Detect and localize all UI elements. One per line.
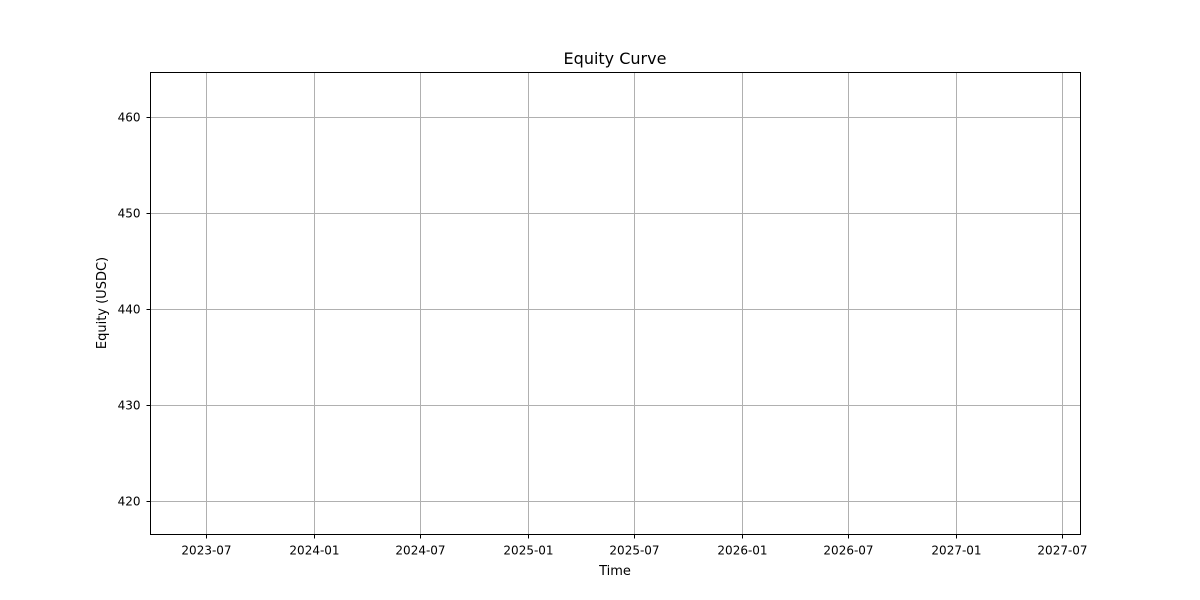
x-tick-label: 2026-07 bbox=[823, 544, 873, 558]
x-tick-label: 2025-07 bbox=[609, 544, 659, 558]
x-tick-label: 2024-01 bbox=[289, 544, 339, 558]
x-tick-label: 2025-01 bbox=[503, 544, 553, 558]
x-axis-label: Time bbox=[598, 564, 631, 579]
y-tick-label: 440 bbox=[118, 303, 141, 317]
grid-lines bbox=[150, 72, 1081, 535]
plot-area-frame bbox=[150, 72, 1081, 535]
y-axis-ticks: 420 430 440 450 460 bbox=[118, 111, 151, 509]
y-tick-label: 450 bbox=[118, 207, 141, 221]
y-tick-label: 430 bbox=[118, 399, 141, 413]
chart-title: Equity Curve bbox=[564, 49, 667, 68]
x-tick-label: 2026-01 bbox=[717, 544, 767, 558]
x-tick-label: 2027-07 bbox=[1037, 544, 1087, 558]
x-axis-ticks: 2023-07 2024-01 2024-07 2025-01 2025-07 2026-… bbox=[181, 534, 1088, 558]
x-tick-label: 2024-07 bbox=[395, 544, 445, 558]
y-tick-label: 460 bbox=[118, 111, 141, 125]
x-tick-label: 2027-01 bbox=[931, 544, 981, 558]
x-tick-label: 2023-07 bbox=[181, 544, 231, 558]
y-axis-label: Equity (USDC) bbox=[95, 257, 110, 349]
y-tick-label: 420 bbox=[118, 495, 141, 509]
